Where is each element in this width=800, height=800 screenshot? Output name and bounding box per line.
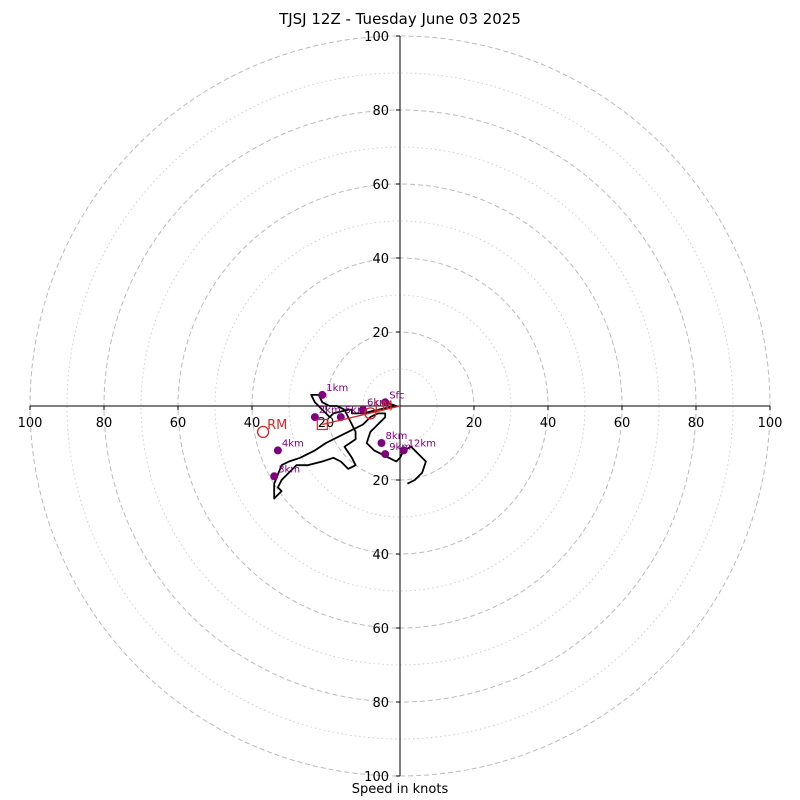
mean-wind-vector [322, 405, 401, 426]
height-label-12km: 12km [408, 438, 436, 449]
y-tick-label: 100 [364, 30, 389, 45]
y-tick-label: 60 [372, 622, 389, 637]
storm-motion-label-RM: RM [267, 418, 287, 433]
height-label-6km: 6km [367, 398, 389, 409]
x-tick-label: 80 [96, 416, 113, 431]
height-label-2km: 2km [319, 405, 341, 416]
height-point-3km [270, 472, 279, 481]
height-point-8km [377, 439, 386, 447]
chart-title: TJSJ 12Z - Tuesday June 03 2025 [279, 10, 521, 28]
x-tick-label: 40 [244, 416, 261, 431]
y-tick-label: 100 [364, 770, 389, 785]
height-point-2km [310, 413, 319, 422]
height-label-8km: 8km [386, 431, 408, 442]
y-tick-label: 80 [372, 104, 389, 119]
height-label-Sfc: Sfc [389, 390, 404, 401]
height-point-Sfc [381, 398, 390, 407]
y-tick-label: 40 [372, 548, 389, 563]
x-tick-label: 60 [170, 416, 187, 431]
height-point-9km [381, 450, 390, 459]
hodograph-trace [273, 394, 427, 500]
hodograph-line [273, 394, 427, 500]
y-tick-label: 20 [372, 326, 389, 341]
x-tick-label: 20 [466, 416, 483, 431]
y-tick-label: 40 [372, 252, 389, 267]
height-label-3km: 3km [278, 464, 300, 475]
x-tick-label: 60 [614, 416, 631, 431]
storm-motion-label-LM: LM [374, 399, 392, 414]
x-tick-label: 100 [758, 416, 783, 431]
y-tick-label: 60 [372, 178, 389, 193]
storm-motion-marker-LM [364, 407, 377, 420]
mean-wind-marker [316, 418, 328, 431]
height-point-12km [399, 446, 408, 455]
x-tick-label: 100 [18, 416, 43, 431]
storm-motion-markers: RM LM [256, 399, 401, 439]
storm-motion-marker-RM [256, 425, 270, 439]
height-label-1km: 1km [326, 383, 348, 394]
x-tick-label: 80 [688, 416, 705, 431]
y-tick-label: 80 [372, 696, 389, 711]
x-tick-label: 40 [540, 416, 557, 431]
y-tick-label: 20 [372, 474, 389, 489]
height-label-4km: 4km [282, 438, 304, 449]
height-point-1km [318, 390, 327, 399]
height-point-4km [273, 446, 282, 455]
height-label-5km: 5km [345, 405, 367, 416]
x-axis-label: Speed in knots [351, 782, 449, 797]
height-label-9km: 9km [389, 442, 411, 453]
